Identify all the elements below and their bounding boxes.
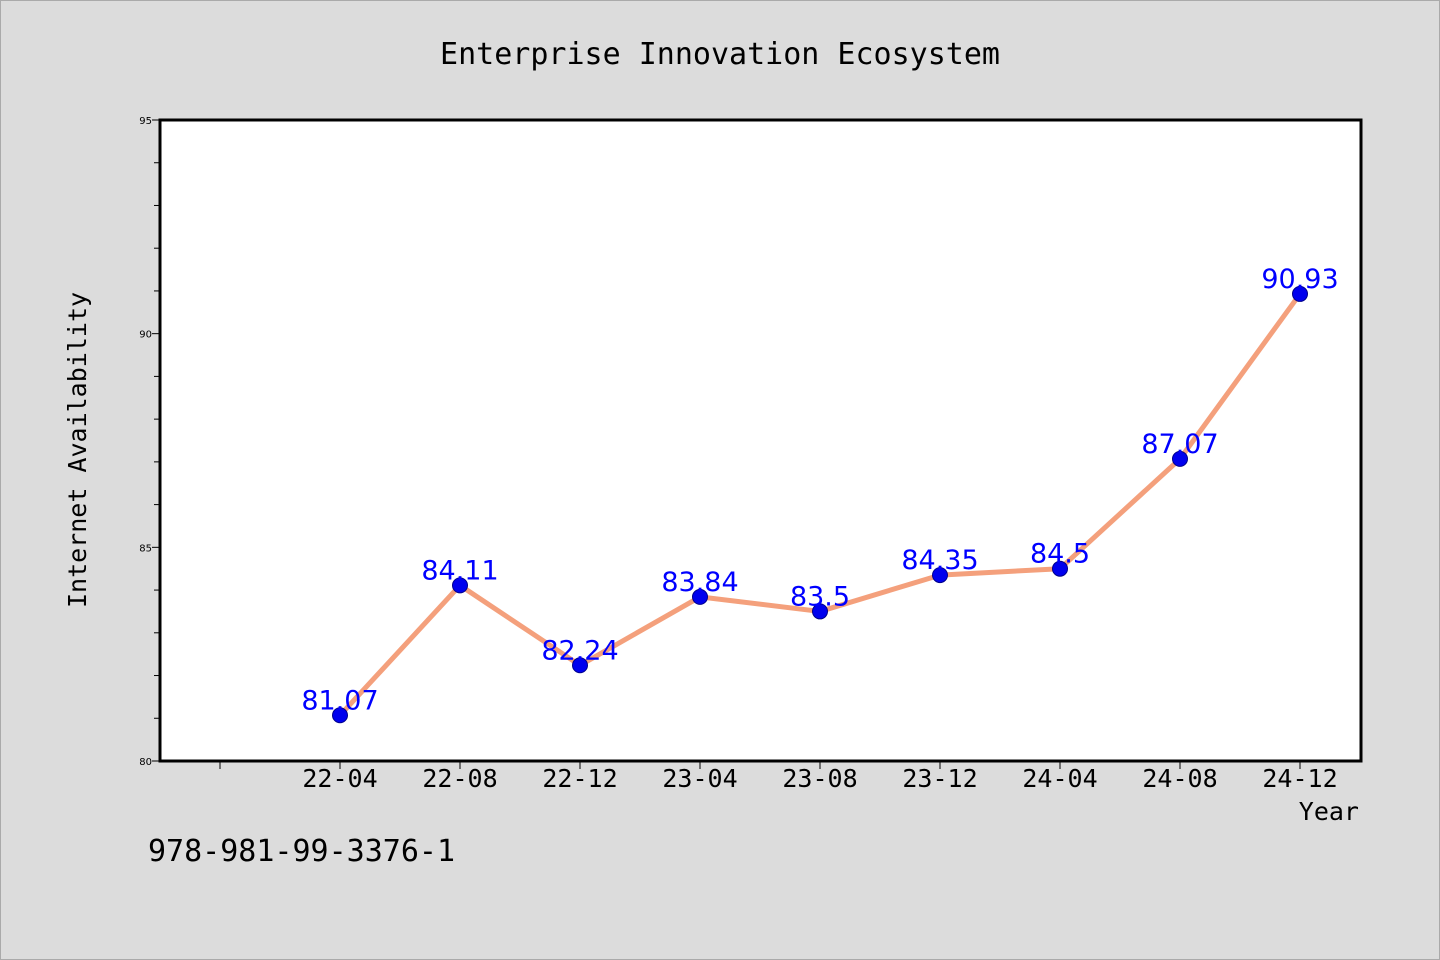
data-labels: 81.07 84.11 82.24 83.84 83.5 84.35 84.5 87.07 90… [301, 264, 1338, 716]
data-point [332, 707, 348, 724]
x-tick-label: 23-04 [662, 764, 737, 793]
data-point [1052, 560, 1068, 577]
x-tick-label: 23-12 [902, 764, 977, 793]
data-point [1172, 450, 1188, 467]
x-tick-label: 22-12 [542, 764, 617, 793]
data-point [572, 657, 588, 674]
y-axis: 80 85 90 95 [139, 116, 160, 768]
plot-area [158, 118, 1363, 763]
data-point [932, 567, 948, 584]
x-axis: 22-04 22-08 22-12 23-04 23-08 23-12 24-04 24-08… [219, 761, 1338, 793]
y-tick-label: 80 [139, 757, 152, 768]
x-tick-label: 24-04 [1022, 764, 1097, 793]
data-point [1292, 285, 1308, 302]
isbn-text: 978-981-99-3376-1 [148, 834, 456, 869]
x-axis-label: Year [1299, 797, 1359, 826]
data-label: 87.07 [1141, 429, 1218, 460]
data-label: 83.5 [790, 581, 850, 612]
x-tick-label: 22-08 [422, 764, 497, 793]
x-tick-label: 24-08 [1142, 764, 1217, 793]
data-label: 83.84 [661, 567, 738, 598]
x-tick-label: 23-08 [782, 764, 857, 793]
x-tick-label: 24-12 [1262, 764, 1337, 793]
y-tick-label: 85 [139, 543, 152, 554]
series-markers [332, 285, 1308, 724]
x-tick-label: 22-04 [302, 764, 377, 793]
chart-title: Enterprise Innovation Ecosystem [440, 37, 1000, 72]
data-label: 84.35 [901, 545, 978, 576]
data-label: 84.5 [1030, 539, 1090, 570]
data-label: 82.24 [541, 635, 618, 666]
data-label: 81.07 [301, 685, 378, 716]
data-label: 84.11 [421, 555, 498, 586]
y-axis-label: Internet Availability [63, 292, 92, 608]
y-tick-label: 95 [139, 116, 152, 127]
data-point [692, 588, 708, 605]
y-tick-label: 90 [139, 330, 152, 341]
data-point [452, 577, 468, 594]
data-point [812, 603, 828, 620]
data-label: 90.93 [1261, 264, 1338, 295]
